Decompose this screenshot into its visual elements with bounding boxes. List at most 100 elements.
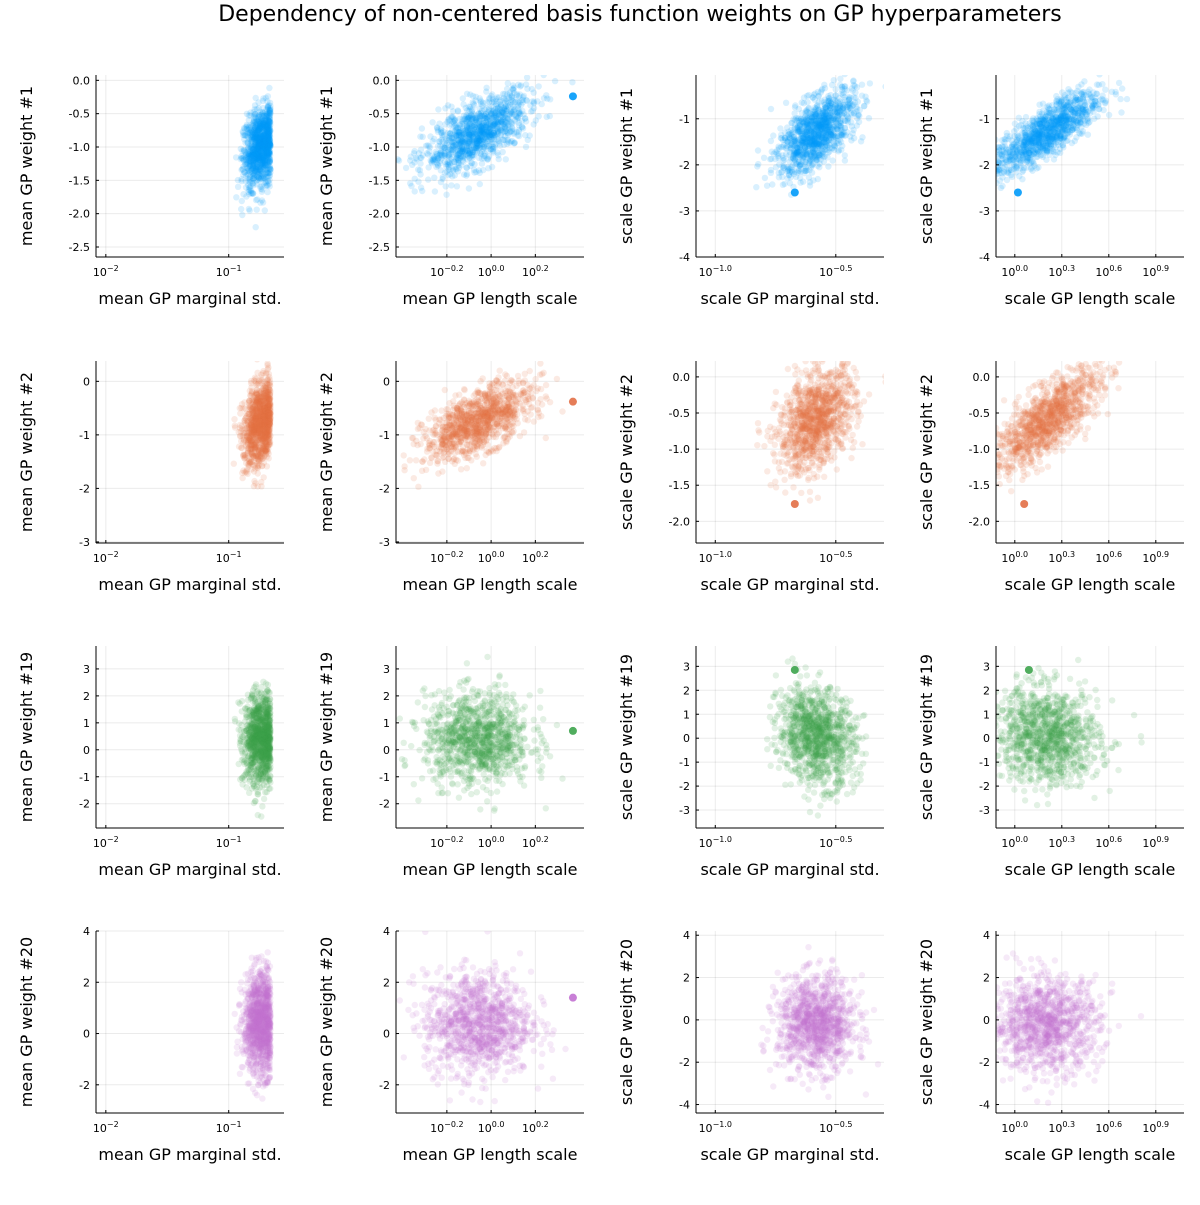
scatter-point (477, 181, 483, 187)
scatter-point (450, 149, 456, 155)
scatter-point (818, 89, 824, 95)
scatter-point (832, 98, 838, 104)
scatter-point (1096, 82, 1102, 88)
scatter-point (990, 177, 996, 183)
highlight-point (791, 188, 799, 196)
scatter-point (1082, 102, 1088, 108)
scatter-point (536, 113, 542, 119)
scatter-point (811, 118, 817, 124)
scatter-point (438, 129, 444, 135)
x-tick-label: 10−0.2 (430, 264, 463, 279)
scatter-points (395, 65, 577, 198)
scatter-point (478, 99, 484, 105)
scatter-point (547, 113, 553, 119)
scatter-point (1049, 146, 1055, 152)
scatter-point (953, 159, 959, 165)
scatter-point (784, 143, 790, 149)
scatter-point (781, 164, 787, 170)
x-tick-label: 10−1.0 (699, 264, 732, 279)
x-tick-label: 100.6 (1095, 264, 1122, 279)
scatter-point (431, 136, 437, 142)
x-tick-label: 100.3 (1048, 264, 1075, 279)
scatter-point (989, 179, 995, 185)
scatter-point (755, 161, 761, 167)
scatter-point (810, 177, 816, 183)
scatter-point (814, 163, 820, 169)
scatter-point (448, 182, 454, 188)
scatter-point (826, 107, 832, 113)
scatter-point (1074, 125, 1080, 131)
scatter-point (239, 198, 245, 204)
scatter-point (777, 125, 783, 131)
scatter-point (265, 103, 271, 109)
scatter-point (1118, 109, 1124, 115)
scatter-point (834, 140, 840, 146)
scatter-point (845, 115, 851, 121)
scatter-point (971, 183, 977, 189)
scatter-point (246, 145, 252, 151)
scatter-point (1097, 69, 1103, 75)
scatter-point (419, 125, 425, 131)
scatter-point (978, 147, 984, 153)
scatter-point (767, 156, 773, 162)
scatter-point (458, 162, 464, 168)
scatter-point (991, 174, 997, 180)
x-axis-label: mean GP length scale (403, 289, 578, 308)
scatter-point (255, 136, 261, 142)
scatter-point (1063, 116, 1069, 122)
scatter-point (1089, 103, 1095, 109)
scatter-point (472, 124, 478, 130)
scatter-point (812, 111, 818, 117)
scatter-point (1019, 118, 1025, 124)
scatter-point (253, 224, 259, 230)
scatter-point (1027, 136, 1033, 142)
scatter-point (806, 160, 812, 166)
scatter-point (801, 100, 807, 106)
scatter-point (1100, 107, 1106, 113)
scatter-point (467, 91, 473, 97)
scatter-point (255, 116, 261, 122)
scatter-point (257, 126, 263, 132)
scatter-point (762, 175, 768, 181)
scatter-point (253, 95, 259, 101)
scatter-point (467, 140, 473, 146)
scatter-point (492, 110, 498, 116)
y-tick-label: -1 (979, 113, 990, 126)
scatter-points (231, 356, 274, 490)
scatter-point (245, 160, 251, 166)
scatter-point (844, 103, 850, 109)
scatter-point (502, 128, 508, 134)
y-tick-label: 0.0 (373, 74, 391, 87)
scatter-point (407, 157, 413, 163)
scatter-point (882, 83, 888, 89)
scatter-point (455, 107, 461, 113)
scatter-point (854, 122, 860, 128)
scatter-point (412, 188, 418, 194)
scatter-point (859, 82, 865, 88)
y-tick-label: -1.5 (69, 174, 90, 187)
scatter-point (249, 134, 255, 140)
scatter-point (814, 102, 820, 108)
scatter-point (849, 85, 855, 91)
scatter-point (522, 132, 528, 138)
scatter-point (1020, 130, 1026, 136)
scatter-point (1000, 156, 1006, 162)
scatter-point (1094, 68, 1100, 74)
scatter-point (802, 137, 808, 143)
scatter-point (524, 74, 530, 80)
scatter-point (248, 188, 254, 194)
scatter-point (429, 119, 435, 125)
scatter-point (837, 76, 843, 82)
scatter-point (396, 157, 402, 163)
scatter-point (814, 157, 820, 163)
scatter-point (246, 112, 252, 118)
x-tick-label: 10−1 (216, 264, 242, 279)
scatter-point (431, 175, 437, 181)
x-axis-label: mean GP marginal std. (98, 289, 281, 308)
scatter-point (514, 99, 520, 105)
scatter-points (953, 68, 1130, 210)
scatter-point (825, 163, 831, 169)
y-tick-label: -3 (979, 205, 990, 218)
